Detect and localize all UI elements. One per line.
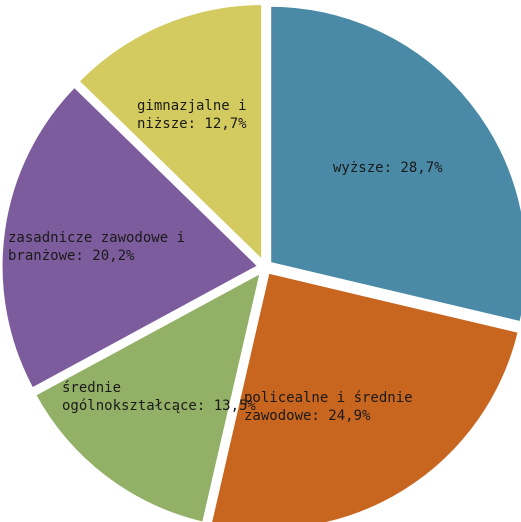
slice-label-line: ogólnokształcące: 13,5% [62, 398, 256, 414]
slice-label-4: zasadnicze zawodowe i branżowe: 20,2% [8, 230, 185, 264]
pie-slice-3 [32, 268, 264, 522]
slice-label-3: średnie ogólnokształcące: 13,5% [62, 380, 256, 414]
slice-label-line: policealne i średnie [244, 390, 413, 406]
slice-label-2: policealne i średnie zawodowe: 24,9% [244, 390, 413, 424]
pie-slice-1 [268, 3, 521, 325]
slice-label-1: wyższe: 28,7% [333, 160, 443, 176]
pie-slice-4 [0, 83, 262, 392]
slice-label-line: gimnazjalne i [137, 98, 247, 114]
pie-slice-5 [75, 1, 265, 266]
slice-label-line: wyższe: 28,7% [333, 160, 443, 176]
slice-label-line: branżowe: 20,2% [8, 248, 135, 264]
slice-label-line: średnie [62, 380, 121, 396]
slice-label-line: zawodowe: 24,9% [244, 408, 371, 424]
slice-label-5: gimnazjalne i niższe: 12,7% [137, 98, 247, 132]
slice-label-line: niższe: 12,7% [137, 116, 247, 132]
pie-labels: wyższe: 28,7% policealne i średnie zawodow… [8, 98, 443, 424]
pie-slice-2 [209, 270, 521, 522]
slice-label-line: zasadnicze zawodowe i [8, 230, 185, 246]
